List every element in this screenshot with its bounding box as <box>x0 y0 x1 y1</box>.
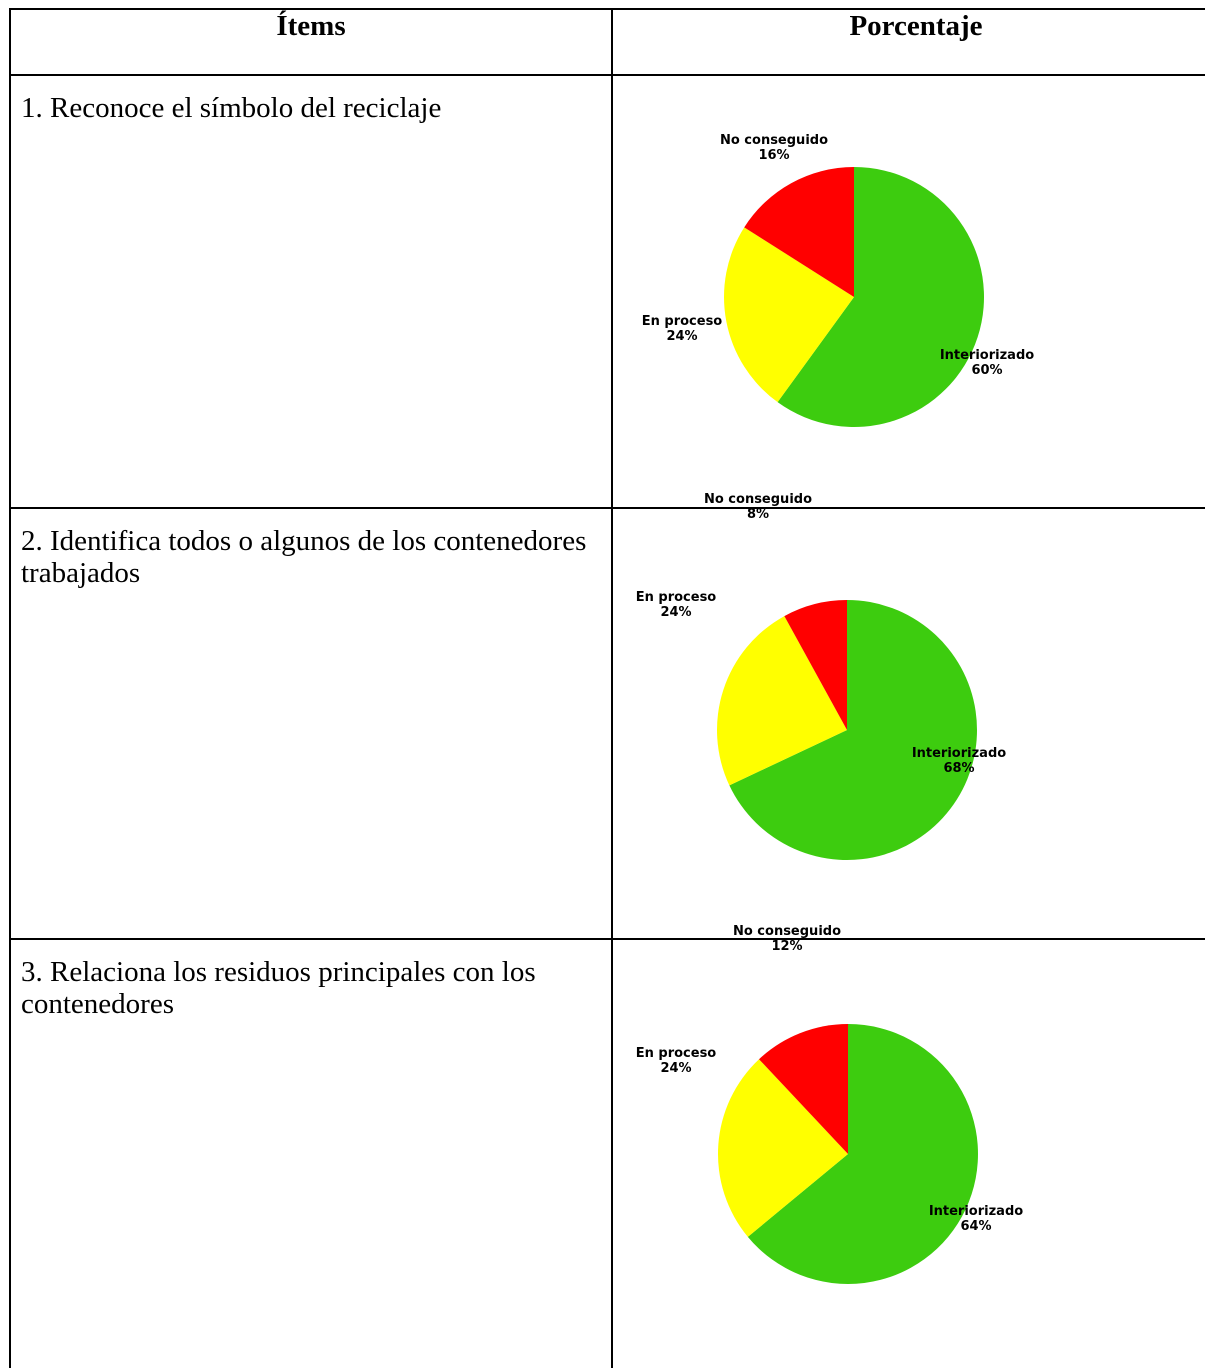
pie-slice-en-proceso <box>724 227 854 403</box>
table-row: 2. Identifica todos o algunos de los con… <box>9 492 1205 940</box>
slice-label-value: 64% <box>960 1219 991 1234</box>
table-row: 1. Reconoce el símbolo del reciclaje Int… <box>9 74 1205 509</box>
slice-label-name: En proceso <box>642 314 723 329</box>
pie-slice-en-proceso <box>717 1059 848 1237</box>
slice-label-no-conseguido: No conseguido 8% <box>704 492 812 522</box>
slice-label-name: No conseguido <box>720 133 828 148</box>
slice-label-value: 12% <box>771 939 802 954</box>
slice-label-name: Interiorizado <box>912 746 1006 761</box>
slice-label-interiorizado: Interiorizado 60% <box>940 348 1034 378</box>
slice-label-no-conseguido: No conseguido 12% <box>733 924 841 954</box>
item-text: 1. Reconoce el símbolo del reciclaje <box>21 92 442 124</box>
header-items: Ítems <box>9 8 613 76</box>
item-text: 2. Identifica todos o algunos de los con… <box>21 525 587 589</box>
slice-label-name: No conseguido <box>704 492 812 507</box>
chart-cell: Interiorizado 60% En proceso 24% No consegui… <box>611 74 1205 509</box>
slice-label-name: En proceso <box>636 1046 717 1061</box>
pie-slice-interiorizado <box>777 167 985 428</box>
pie-slice-interiorizado <box>747 1024 978 1284</box>
slice-label-name: En proceso <box>636 590 717 605</box>
slice-label-value: 24% <box>660 605 691 620</box>
slice-label-value: 24% <box>666 329 697 344</box>
slice-label-no-conseguido: No conseguido 16% <box>720 133 828 163</box>
table-row: 3. Relaciona los residuos principales co… <box>9 924 1205 1368</box>
slice-label-name: Interiorizado <box>929 1204 1023 1219</box>
pie-slice-no-conseguido <box>759 1024 848 1154</box>
table-header-row: Ítems Porcentaje <box>9 8 1205 76</box>
item-cell: 3. Relaciona los residuos principales co… <box>9 938 613 1368</box>
slice-label-value: 68% <box>943 761 974 776</box>
item-text: 3. Relaciona los residuos principales co… <box>21 956 536 1020</box>
pie-slice-en-proceso <box>716 616 847 786</box>
pie-chart-3: Interiorizado 64% En proceso 24% No consegui… <box>636 924 1023 1284</box>
slice-label-name: No conseguido <box>733 924 841 939</box>
slice-label-interiorizado: Interiorizado 64% <box>929 1204 1023 1234</box>
pie-chart-1: Interiorizado 60% En proceso 24% No consegui… <box>642 133 1034 428</box>
pie-slice-no-conseguido <box>784 600 847 730</box>
item-cell: 2. Identifica todos o algunos de los con… <box>9 507 613 940</box>
slice-label-en-proceso: En proceso 24% <box>636 590 717 620</box>
item-cell: 1. Reconoce el símbolo del reciclaje <box>9 74 613 509</box>
chart-cell: Interiorizado 64% En proceso 24% No consegui… <box>611 924 1205 1368</box>
slice-label-en-proceso: En proceso 24% <box>636 1046 717 1076</box>
results-table: Ítems Porcentaje 1. Reconoce el símbolo … <box>9 8 1205 1368</box>
pie-slice-no-conseguido <box>744 167 854 297</box>
header-percentage: Porcentaje <box>611 8 1205 76</box>
chart-cell: Interiorizado 68% En proceso 24% No consegui… <box>611 492 1205 940</box>
slice-label-value: 24% <box>660 1061 691 1076</box>
pie-slice-interiorizado <box>729 600 977 860</box>
slice-label-interiorizado: Interiorizado 68% <box>912 746 1006 776</box>
pie-chart-2: Interiorizado 68% En proceso 24% No consegui… <box>636 492 1006 860</box>
slice-label-value: 60% <box>971 363 1002 378</box>
slice-label-value: 16% <box>758 148 789 163</box>
slice-label-name: Interiorizado <box>940 348 1034 363</box>
slice-label-en-proceso: En proceso 24% <box>642 314 723 344</box>
slice-label-value: 8% <box>747 507 769 522</box>
